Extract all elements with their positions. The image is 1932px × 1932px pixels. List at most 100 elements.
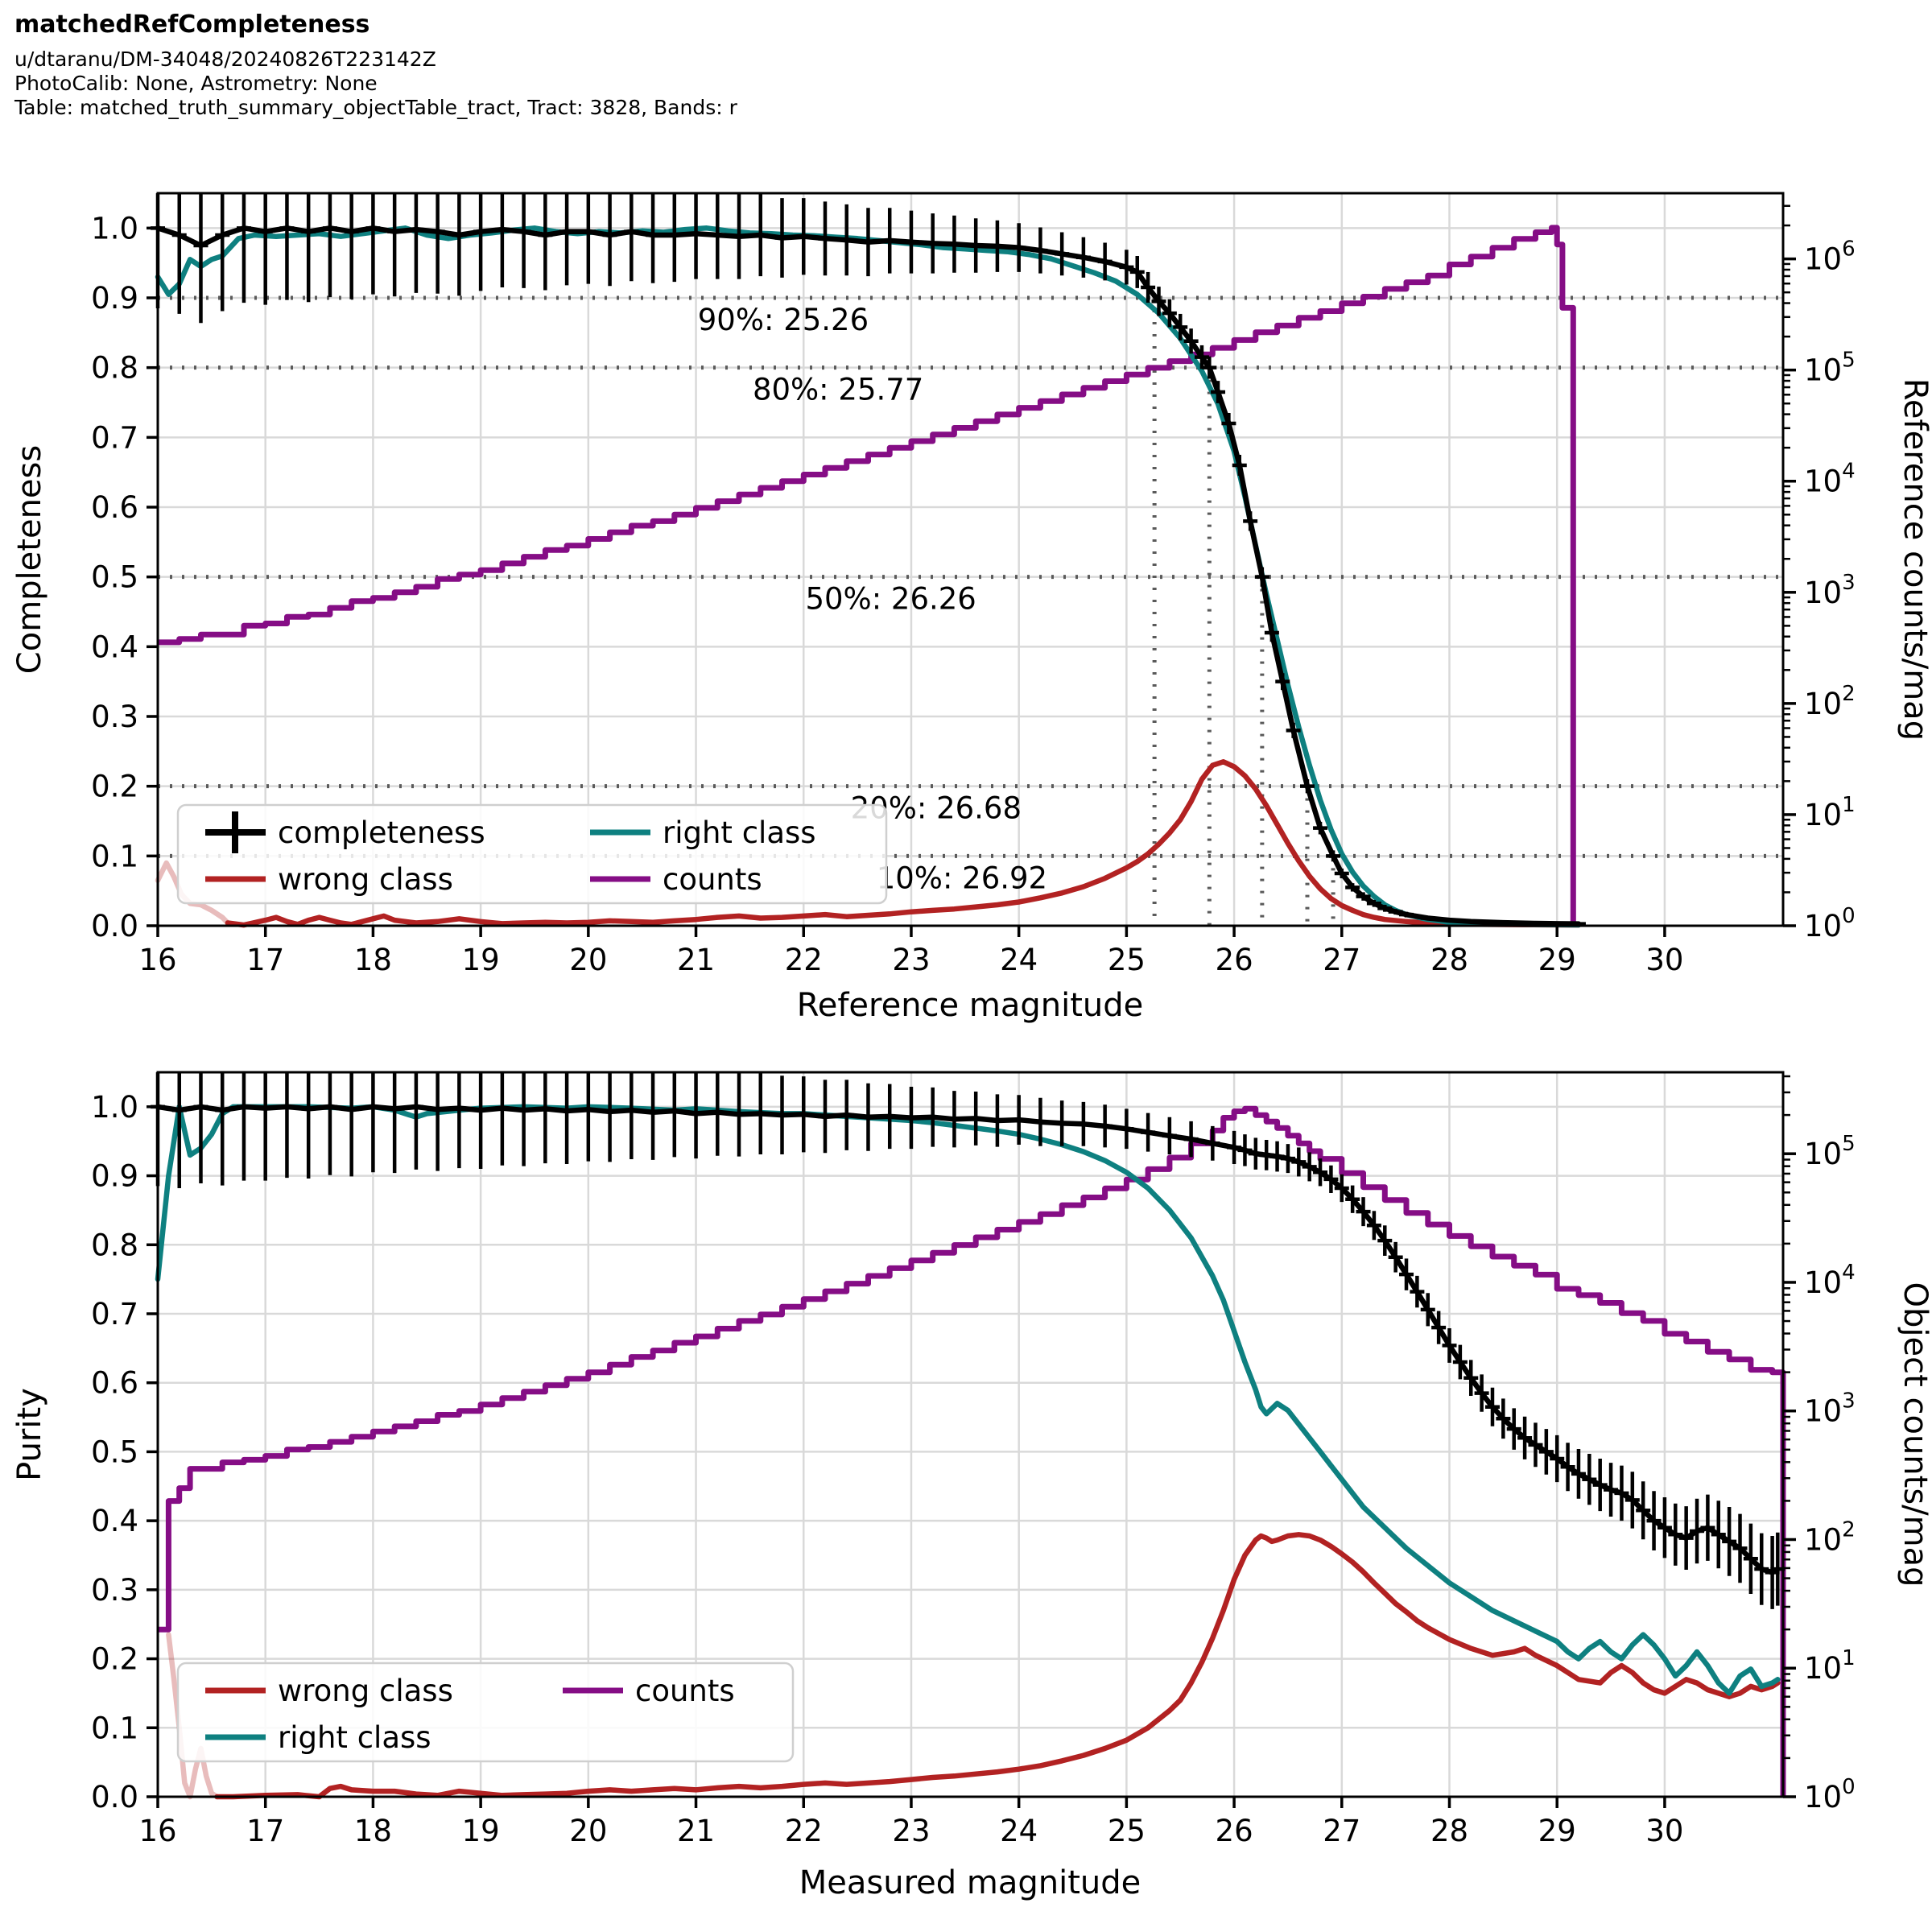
x-tick-label: 19: [462, 943, 500, 977]
bottom-left-yaxis-label: Purity: [11, 1388, 48, 1481]
wrong-class-line: [214, 1532, 1781, 1800]
completeness-gridlines: [156, 193, 1783, 927]
y-tick-label: 0.7: [91, 1297, 138, 1331]
legend-label: completeness: [278, 815, 485, 850]
x-tick-label: 26: [1216, 1814, 1253, 1848]
x-tick-label: 25: [1108, 943, 1146, 977]
y-tick-label: 0.2: [91, 1642, 138, 1677]
right-y-tick-label: 104: [1804, 1261, 1856, 1300]
x-tick-label: 21: [677, 1814, 715, 1848]
x-tick-label: 20: [569, 943, 607, 977]
y-tick-label: 0.5: [91, 560, 138, 595]
y-tick-label: 0.3: [91, 700, 138, 734]
x-tick-label: 23: [892, 943, 930, 977]
legend-label: right class: [278, 1720, 431, 1755]
right-y-tick-label: 106: [1804, 237, 1856, 277]
y-tick-label: 0.9: [91, 1159, 138, 1194]
y-tick-label: 0.9: [91, 281, 138, 316]
x-tick-label: 21: [677, 943, 715, 977]
x-tick-label: 28: [1430, 943, 1468, 977]
x-tick-label: 24: [1000, 1814, 1038, 1848]
top-right-yaxis-label: Reference counts/mag: [1897, 378, 1932, 741]
x-tick-label: 16: [138, 1814, 176, 1848]
legend-label: wrong class: [278, 1674, 453, 1708]
bottom-xaxis-label: Measured magnitude: [799, 1864, 1141, 1901]
legend-box: [176, 1662, 795, 1763]
counts-line: [158, 1105, 1786, 1797]
y-tick-label: 0.4: [91, 1504, 138, 1538]
threshold-annotation: 80%: 25.77: [753, 373, 923, 407]
x-tick-label: 22: [785, 943, 823, 977]
y-tick-label: 0.8: [91, 351, 138, 386]
top-left-yaxis-label: Completeness: [11, 445, 48, 674]
x-tick-label: 23: [892, 1814, 930, 1848]
top-xaxis-label: Reference magnitude: [797, 987, 1144, 1024]
completeness-line: [155, 225, 1582, 927]
subtitle-run: u/dtaranu/DM-34048/20240826T223142Z: [14, 47, 436, 71]
subtitle-calib: PhotoCalib: None, Astrometry: None: [14, 72, 378, 95]
axes-frame: [156, 1071, 1785, 1798]
x-tick-label: 20: [569, 1814, 607, 1848]
right-y-tick-label: 100: [1804, 1775, 1856, 1814]
x-tick-label: 29: [1538, 943, 1576, 977]
counts-line: [158, 225, 1576, 926]
page-title: matchedRefCompleteness: [14, 10, 369, 39]
y-tick-label: 1.0: [91, 211, 138, 246]
wrong-class-line-faint: [166, 1632, 220, 1800]
y-tick-label: 0.1: [91, 839, 138, 873]
right-y-tick-label: 105: [1804, 1132, 1856, 1171]
x-tick-label: 18: [354, 943, 392, 977]
bottom-right-yaxis-label: Object counts/mag: [1897, 1282, 1932, 1587]
right-class-line: [155, 1104, 1781, 1696]
y-tick-label: 0.0: [91, 1780, 138, 1814]
right-y-tick-label: 100: [1804, 904, 1856, 943]
y-tick-label: 0.7: [91, 420, 138, 455]
x-tick-label: 24: [1000, 943, 1038, 977]
x-tick-label: 19: [462, 1814, 500, 1848]
y-tick-label: 0.3: [91, 1573, 138, 1608]
y-tick-label: 0.2: [91, 770, 138, 804]
right-y-tick-label: 103: [1804, 571, 1856, 610]
y-tick-label: 0.6: [91, 490, 138, 525]
legend-label: counts: [635, 1674, 735, 1708]
legend-label: wrong class: [278, 862, 453, 897]
x-tick-label: 25: [1108, 1814, 1146, 1848]
wrong-class-line: [225, 759, 1582, 928]
right-y-tick-label: 104: [1804, 460, 1856, 499]
x-tick-label: 22: [785, 1814, 823, 1848]
y-tick-label: 0.8: [91, 1228, 138, 1262]
completeness-legend: completeness wrong class right class counts: [176, 803, 888, 905]
legend-label: counts: [663, 862, 762, 897]
threshold-annotation: 50%: 26.26: [805, 582, 976, 617]
y-tick-label: 0.0: [91, 909, 138, 943]
subtitle-table: Table: matched_truth_summary_objectTable…: [14, 96, 738, 119]
y-tick-label: 0.4: [91, 630, 138, 664]
purity-line: [155, 1104, 1781, 1575]
right-y-tick-label: 102: [1804, 682, 1856, 721]
threshold-annotation: 10%: 26.92: [877, 861, 1047, 895]
right-y-tick-label: 105: [1804, 349, 1856, 388]
right-y-tick-label: 101: [1804, 1646, 1856, 1686]
x-tick-label: 30: [1645, 943, 1683, 977]
x-tick-label: 17: [246, 943, 284, 977]
x-tick-label: 26: [1216, 943, 1253, 977]
x-tick-label: 27: [1323, 943, 1360, 977]
right-y-tick-label: 101: [1804, 793, 1856, 832]
purity-panel: 16 17 18 19 20 21 22 23 24 25 26 27 28 29 30 0.0 0.1 0.2 0…: [91, 1071, 1856, 1848]
x-tick-label: 16: [138, 943, 176, 977]
y-tick-label: 0.5: [91, 1435, 138, 1469]
x-tick-label: 17: [246, 1814, 284, 1848]
right-y-tick-label: 102: [1804, 1517, 1856, 1557]
x-tick-label: 18: [354, 1814, 392, 1848]
legend-label: right class: [663, 815, 816, 850]
y-tick-label: 0.1: [91, 1711, 138, 1745]
x-tick-label: 28: [1430, 1814, 1468, 1848]
y-tick-label: 1.0: [91, 1090, 138, 1125]
purity-legend: wrong class right class counts: [176, 1662, 795, 1763]
purity-errorbars: [151, 1072, 1785, 1609]
x-tick-label: 27: [1323, 1814, 1360, 1848]
legend-box: [176, 803, 888, 905]
